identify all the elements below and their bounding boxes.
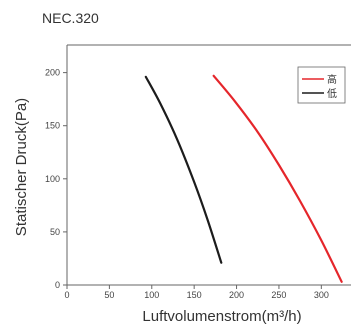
legend-label-1: 高 — [327, 73, 337, 86]
y-tick-label: 0 — [55, 280, 60, 290]
x-tick-label: 300 — [314, 290, 329, 300]
chart-title: NEC.320 — [42, 10, 99, 26]
x-tick-label: 200 — [229, 290, 244, 300]
y-tick-label: 200 — [45, 68, 60, 78]
axes: 0 50 100 150 200 250 300 0 50 100 150 200 — [45, 44, 351, 300]
plot-area — [144, 74, 343, 283]
legend-label-2: 低 — [327, 87, 337, 100]
y-tick-label: 150 — [45, 121, 60, 131]
legend-box — [297, 66, 346, 104]
x-tick-label: 50 — [104, 290, 114, 300]
y-tick-label: 50 — [50, 227, 60, 237]
series-line-2 — [144, 75, 223, 264]
x-axis-title: Luftvolumenstrom(m³/h) — [142, 308, 301, 325]
legend: 高低 — [297, 66, 346, 104]
y-axis-title: Statischer Druck(Pa) — [13, 98, 30, 236]
y-tick-label: 100 — [45, 174, 60, 184]
x-tick-label: 250 — [271, 290, 286, 300]
x-tick-label: 150 — [187, 290, 202, 300]
series-line-1 — [212, 74, 343, 283]
x-tick-label: 0 — [64, 290, 69, 300]
x-tick-label: 100 — [144, 290, 159, 300]
